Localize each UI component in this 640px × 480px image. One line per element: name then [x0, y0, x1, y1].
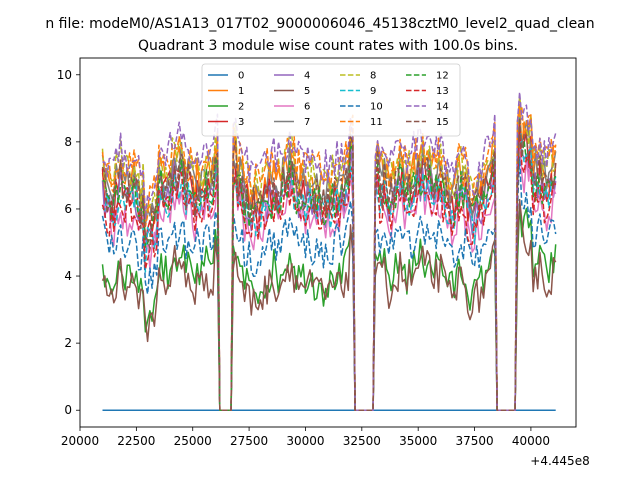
legend-label-12: 12: [436, 71, 449, 82]
x-tick-label: 27500: [230, 434, 268, 448]
x-tick-label: 40000: [512, 434, 550, 448]
series-line-6: [102, 137, 557, 411]
series-layer: [101, 91, 557, 411]
x-offset-label: +4.445e8: [530, 454, 589, 468]
y-axis: 0 2 4 6 8 10: [57, 68, 80, 417]
x-tick-label: 35000: [399, 434, 437, 448]
x-tick-label: 22500: [117, 434, 155, 448]
legend-label-15: 15: [436, 117, 449, 128]
series-line-10: [101, 156, 557, 411]
legend-label-4: 4: [304, 71, 310, 82]
y-tick-label: 2: [64, 336, 72, 350]
legend-label-5: 5: [304, 86, 310, 97]
legend-label-1: 1: [238, 86, 244, 97]
y-tick-label: 0: [64, 403, 72, 417]
legend-label-6: 6: [304, 102, 310, 113]
series-line-11: [101, 103, 557, 411]
x-axis: 20000 22500 25000 27500 30000 32500 35000 37500…: [61, 427, 550, 448]
legend-label-9: 9: [370, 86, 376, 97]
series-line-14: [102, 91, 557, 411]
x-tick-label: 20000: [61, 434, 99, 448]
y-tick-label: 4: [64, 269, 72, 283]
y-tick-label: 10: [57, 68, 72, 82]
legend-label-3: 3: [238, 117, 244, 128]
series-line-9: [101, 115, 557, 411]
legend-label-0: 0: [238, 71, 244, 82]
legend-box: [201, 63, 461, 137]
series-line-5: [101, 198, 557, 411]
legend-label-11: 11: [370, 117, 383, 128]
chart-title: Quadrant 3 module wise count rates with …: [138, 38, 518, 54]
y-tick-label: 8: [64, 135, 72, 149]
x-tick-label: 32500: [343, 434, 381, 448]
x-tick-label: 25000: [174, 434, 212, 448]
y-tick-label: 6: [64, 202, 72, 216]
series-line-8: [101, 95, 557, 411]
legend-label-8: 8: [370, 71, 376, 82]
legend-label-7: 7: [304, 117, 310, 128]
legend-label-10: 10: [370, 102, 383, 113]
series-line-13: [101, 124, 557, 411]
legend-label-13: 13: [436, 86, 449, 97]
legend-label-2: 2: [238, 102, 244, 113]
x-tick-label: 30000: [286, 434, 324, 448]
x-tick-label: 37500: [455, 434, 493, 448]
legend-label-14: 14: [436, 102, 449, 113]
chart-suptitle: n file: modeM0/AS1A13_017T02_9000006046_…: [45, 16, 594, 32]
series-line-15: [101, 116, 557, 411]
plot-frame: [79, 57, 577, 428]
